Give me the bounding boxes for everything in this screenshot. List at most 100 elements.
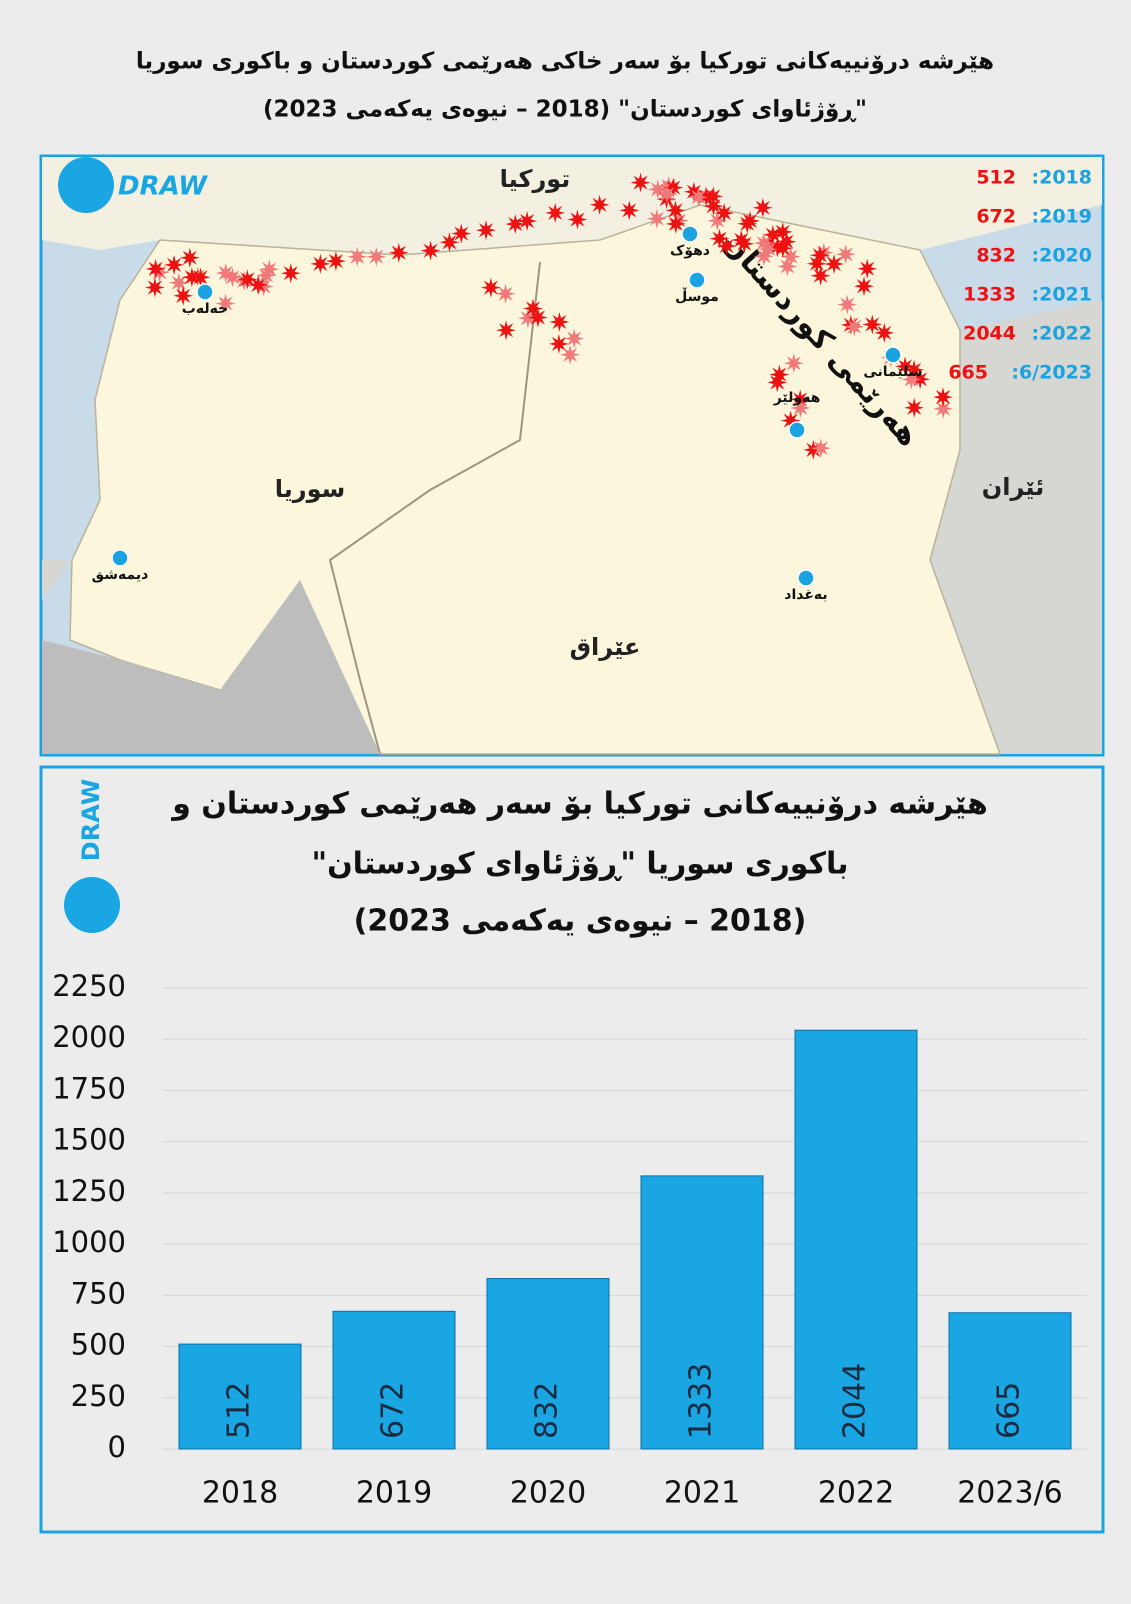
strike-marker [388,242,409,263]
city-label: دیمەشق [92,567,149,583]
map: توركیا سوریا عێراق ئێران هەرێمی کوردستان… [39,154,1105,757]
strike-marker [439,232,460,253]
bar [794,1029,918,1450]
strike-marker [844,316,865,337]
strike-marker [517,211,538,231]
strike-marker [215,293,236,314]
y-tick-label: 250 [71,1379,126,1413]
strike-marker [688,187,709,208]
strike-marker [665,213,686,234]
legend-year: :2019 [1032,206,1092,228]
x-tick-label: 2023/6 [957,1476,1063,1511]
legend-count: 665 [948,362,988,384]
legend-year: :2021 [1032,284,1092,306]
strike-marker [703,186,724,207]
city-marker [681,225,699,243]
city-label: موسڵ [675,287,719,305]
chart-title: (2018 – نیوەی یەکەمی 2023) [354,904,807,939]
strike-marker [451,223,472,244]
strike-marker [837,294,858,315]
strike-marker [767,372,788,393]
y-tick-label: 1250 [52,1174,126,1208]
strike-marker [716,236,737,257]
logo: DRAW DRAW [58,157,208,933]
bar [486,1278,610,1450]
strike-marker [420,240,441,261]
strike-marker [564,328,585,349]
value-label: 2044 [838,1363,873,1439]
strike-marker [527,307,548,328]
jordan-land [42,580,380,754]
chart-title: باکوری سوریا "ڕۆژئاوای کوردستان" [311,847,848,882]
iran-land [930,300,1102,754]
page-title: هێرشە درۆنییەکانی تورکیا بۆ سەر خاکی هەر… [136,49,994,75]
strike-marker [854,276,874,297]
city-marker [797,569,815,587]
strike-marker [810,438,831,459]
strike-marker [752,197,773,218]
strike-marker [933,398,954,419]
strike-marker [366,246,387,267]
strike-marker [325,251,346,272]
y-tick-label: 1500 [52,1123,126,1157]
strike-marker [714,203,735,224]
strike-marker [895,356,916,377]
legend-count: 2044 [963,323,1016,345]
strike-marker [476,220,496,241]
y-tick-label: 500 [71,1328,126,1362]
strike-marker [901,369,922,390]
strike-marker [646,208,667,229]
strike-marker [734,233,755,254]
strike-marker [145,258,166,279]
strike-marker [480,277,501,298]
strike-marker [310,253,331,274]
value-label: 512 [222,1382,257,1439]
logo-text: DRAW [118,172,208,202]
strike-marker [549,311,570,332]
y-tick-label: 2000 [52,1020,126,1054]
bar [332,1310,456,1450]
strike-marker [630,172,651,193]
city-label: حەلەب [182,301,228,317]
y-tick-label: 750 [71,1276,126,1310]
x-tick-label: 2018 [202,1476,278,1511]
strike-marker [496,320,517,341]
lebanon-land [42,560,70,600]
strike-marker [783,353,804,374]
value-label: 665 [992,1382,1027,1439]
turkey-land [42,157,1102,255]
strike-marker [862,314,883,335]
strike-marker [933,387,953,408]
strike-marker [144,277,165,298]
legend-count: 1333 [963,284,1016,306]
strike-marker [545,202,566,223]
y-tick-label: 1000 [52,1225,126,1259]
strike-marker [560,344,581,365]
strike-marker [619,200,640,221]
strike-marker [665,200,686,221]
city-marker [884,346,902,364]
strike-marker [790,398,811,418]
strike-marker [824,254,845,274]
country-label: سوریا [275,475,346,503]
y-tick-label: 2250 [52,969,126,1003]
strike-marker [772,238,793,259]
strike-marker [874,322,895,343]
city-label: بەغداد [784,587,827,603]
country-label: توركیا [500,165,571,193]
strike-marker [164,254,185,275]
strike-marker [904,397,925,418]
x-tick-label: 2019 [356,1476,432,1511]
chart-title: هێرشە درۆنییەکانی تورکیا بۆ سەر هەرێمی ک… [170,787,988,822]
bar [178,1343,302,1450]
country-label: ئێران [982,473,1044,501]
country-label: عێراق [570,633,641,661]
city-label: هەولێر [773,390,821,406]
strike-marker [657,184,678,205]
strike-marker [809,245,830,266]
strike-marker [737,213,758,234]
logo-mark [58,157,114,213]
page-subtitle: "ڕۆژئاوای کوردستان" (2018 – نیوەی یەکەمی… [263,97,867,123]
